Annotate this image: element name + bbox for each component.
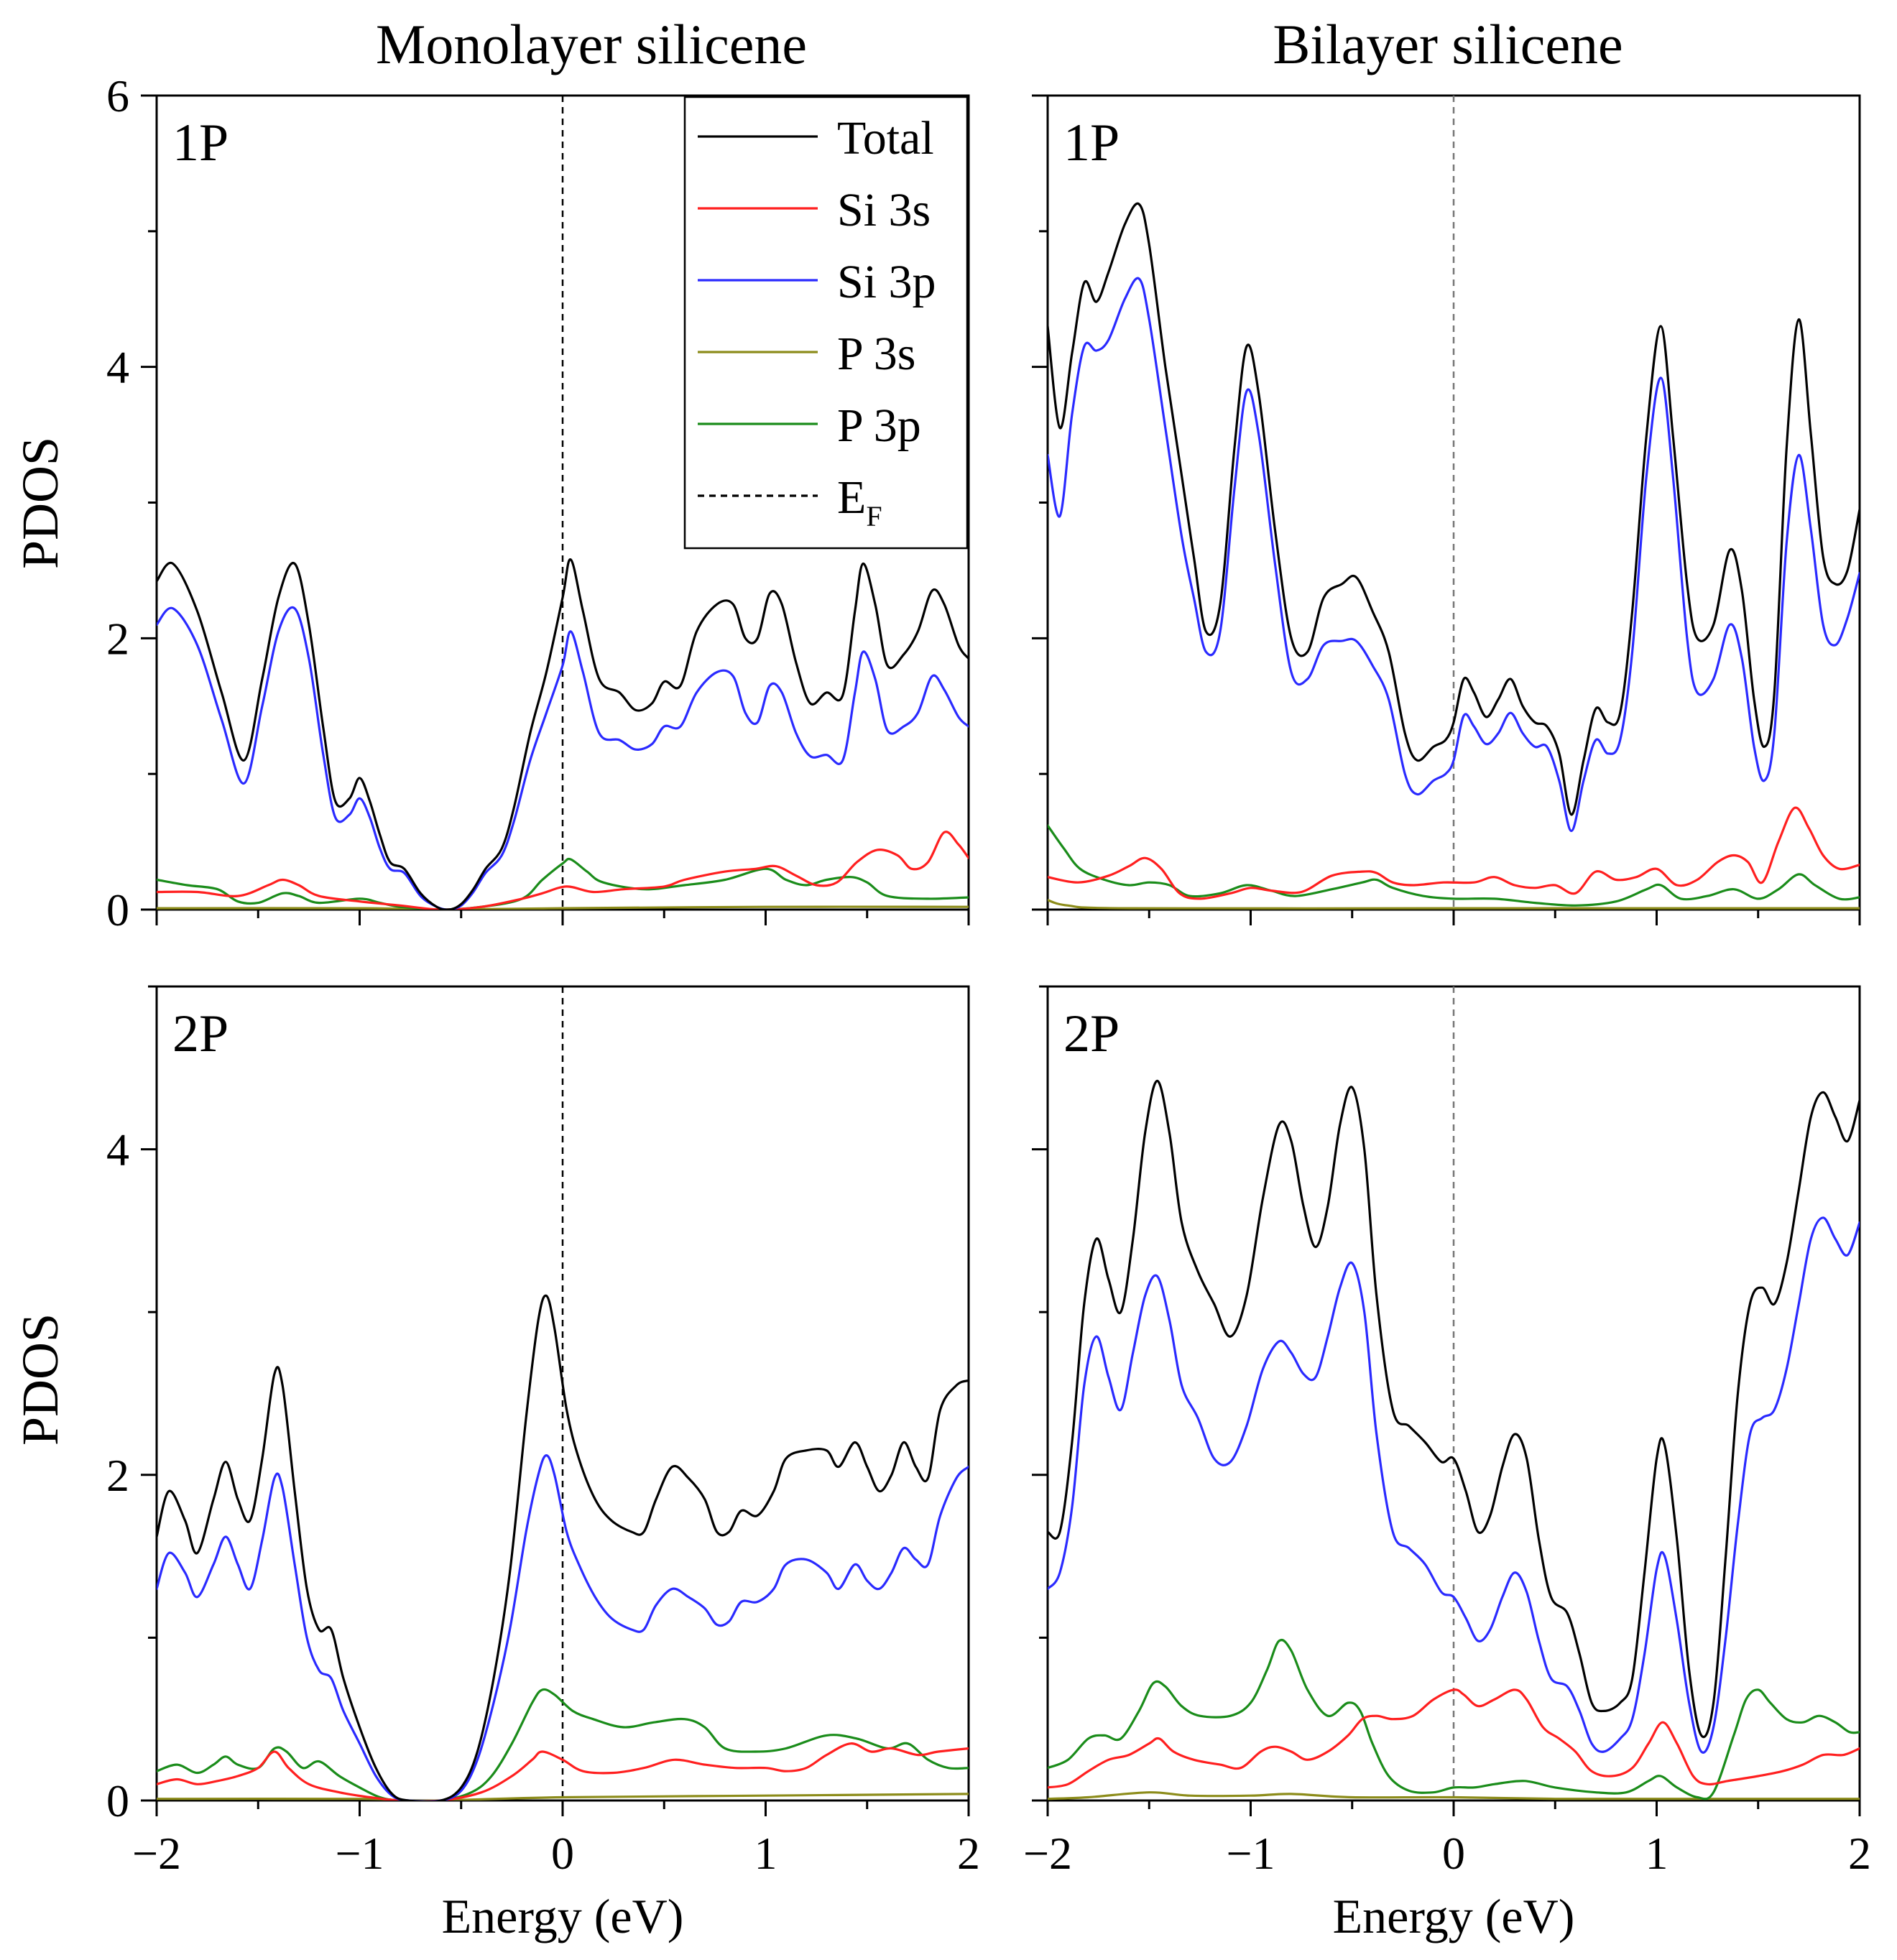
panel-1: 0 2 4 6 1P xyxy=(106,70,970,935)
legend-label-si-3p: Si 3p xyxy=(837,256,936,308)
panel-1-ytick-label: 4 xyxy=(106,342,129,393)
panel-1-series-total xyxy=(157,558,969,910)
panel-4-xtick-label: 2 xyxy=(1848,1828,1871,1879)
panel-1-series-p-3p xyxy=(157,857,969,910)
legend: Total Si 3s Si 3p P 3s P 3p EF xyxy=(683,96,969,550)
panel-3-xtick-label: 1 xyxy=(754,1828,777,1879)
panel-4-plot-area xyxy=(1048,986,1860,1800)
legend-label-total: Total xyxy=(837,112,934,165)
xlabel-right: Energy (eV) xyxy=(1333,1889,1575,1943)
panel-1-ytick-label: 6 xyxy=(106,70,129,121)
panel-4-series-p-3p xyxy=(1048,1638,1860,1800)
panel-4-series-total xyxy=(1048,1079,1860,1738)
column-title-bilayer: Bilayer silicene xyxy=(1273,13,1623,75)
panel-4-series-si-3p xyxy=(1048,1216,1860,1754)
panels: 0 2 4 6 1P 1P −2 −1 0 1 2 0 2 4 2P −2 −1 0 1 2 2P xyxy=(106,70,1871,1879)
panel-3: −2 −1 0 1 2 0 2 4 2P xyxy=(106,985,980,1879)
panel-3-xtick-label: −1 xyxy=(335,1828,384,1879)
panel-1-plot-area xyxy=(157,96,969,910)
xlabel-left: Energy (eV) xyxy=(442,1889,684,1943)
panel-1-panel-label: 1P xyxy=(172,114,229,172)
panel-3-series-p-3s xyxy=(157,1793,969,1800)
panel-4-series-si-3s xyxy=(1048,1688,1860,1789)
panel-3-series-si-3p xyxy=(157,1454,969,1800)
panel-1-series-si-3p xyxy=(157,606,969,910)
column-title-monolayer: Monolayer silicene xyxy=(376,13,807,75)
panel-4-series-p-3s xyxy=(1048,1791,1860,1800)
panel-4-xtick-label: 1 xyxy=(1646,1828,1668,1879)
panel-4-panel-label: 2P xyxy=(1063,1004,1120,1063)
panel-2-series-total xyxy=(1048,202,1860,816)
panel-2-series-p-3p xyxy=(1048,824,1860,907)
panel-3-xtick-label: 0 xyxy=(551,1828,574,1879)
panel-1-ytick-label: 2 xyxy=(106,613,129,664)
panel-3-ytick-label: 2 xyxy=(106,1450,129,1501)
panel-2-series-p-3s xyxy=(1048,899,1860,910)
panel-3-series-total xyxy=(157,1294,969,1800)
panel-2: 1P xyxy=(1032,94,1861,925)
legend-box xyxy=(683,96,969,550)
panel-3-ytick-label: 0 xyxy=(106,1775,129,1826)
legend-label-si-3s: Si 3s xyxy=(837,184,931,236)
legend-label-p-3s: P 3s xyxy=(837,328,915,380)
panel-2-plot-area xyxy=(1048,96,1860,910)
panel-3-plot-area xyxy=(157,986,969,1800)
panel-1-series-si-3s xyxy=(157,831,969,910)
panel-4: −2 −1 0 1 2 2P xyxy=(1023,985,1871,1879)
panel-3-panel-label: 2P xyxy=(172,1004,229,1063)
panel-2-panel-label: 1P xyxy=(1063,114,1120,172)
panel-3-xtick-label: −2 xyxy=(132,1828,181,1879)
panel-2-series-si-3p xyxy=(1048,277,1860,833)
panel-3-xtick-label: 2 xyxy=(957,1828,980,1879)
legend-label-p-3p: P 3p xyxy=(837,399,921,452)
panel-4-xtick-label: 0 xyxy=(1442,1828,1465,1879)
panel-4-xtick-label: −2 xyxy=(1023,1828,1072,1879)
panel-1-ytick-label: 0 xyxy=(106,884,129,935)
panel-2-series-si-3s xyxy=(1048,806,1860,900)
legend-label-e-f: EF xyxy=(837,471,882,532)
legend-label-subscript: F xyxy=(866,500,882,532)
ylabel-bottom: PDOS xyxy=(11,1313,69,1446)
ylabel-top: PDOS xyxy=(11,437,69,569)
panel-1-series-p-3s xyxy=(157,905,969,910)
panel-3-series-si-3s xyxy=(157,1742,969,1800)
panel-4-xtick-label: −1 xyxy=(1226,1828,1275,1879)
panel-3-ytick-label: 4 xyxy=(106,1124,129,1175)
